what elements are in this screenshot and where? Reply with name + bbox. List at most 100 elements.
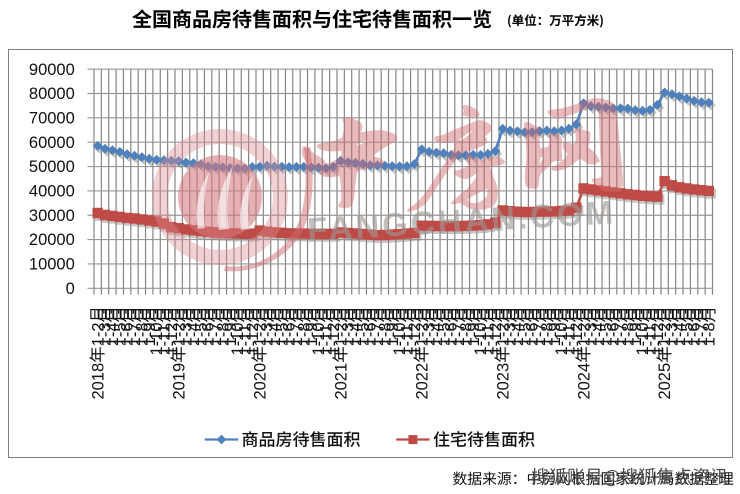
svg-text:40000: 40000 [29,183,75,201]
svg-text:90000: 90000 [29,61,75,79]
svg-text:1-7: 1-7 [693,322,711,346]
svg-text:1-2: 1-2 [251,322,269,346]
svg-text:1-8: 1-8 [457,322,475,346]
svg-text:1-12: 1-12 [163,322,181,355]
svg-text:1-4: 1-4 [590,322,608,346]
svg-text:1-7: 1-7 [531,322,549,346]
svg-text:1-12: 1-12 [487,322,505,355]
svg-text:1-12: 1-12 [325,322,343,355]
svg-text:1-9: 1-9 [303,322,321,346]
svg-text:1-5: 1-5 [597,322,615,346]
svg-text:1-3: 1-3 [340,322,358,346]
svg-text:60000: 60000 [29,134,75,152]
svg-text:2019: 2019 [170,363,188,400]
svg-text:1-4: 1-4 [185,322,203,346]
svg-text:1-2: 1-2 [170,322,188,346]
svg-text:1-9: 1-9 [465,322,483,346]
svg-text:1-7: 1-7 [288,322,306,346]
svg-text:20000: 20000 [29,231,75,249]
svg-text:1-4: 1-4 [428,322,446,346]
svg-text:2025: 2025 [656,363,674,400]
svg-text:1-11: 1-11 [642,324,660,356]
svg-text:1-8: 1-8 [214,322,232,346]
svg-text:1-7: 1-7 [369,322,387,346]
svg-text:2023: 2023 [494,363,512,400]
svg-text:1-11: 1-11 [318,324,336,356]
svg-text:1-10: 1-10 [310,322,328,355]
svg-text:1-3: 1-3 [259,322,277,346]
svg-text:1-3: 1-3 [97,322,115,346]
svg-text:1-5: 1-5 [192,322,210,346]
svg-text:1-8: 1-8 [700,322,718,346]
svg-text:10000: 10000 [29,256,75,274]
svg-text:1-5: 1-5 [111,322,129,346]
svg-text:2018: 2018 [89,363,107,400]
svg-text:1-8: 1-8 [619,322,637,346]
svg-text:1-9: 1-9 [222,322,240,346]
svg-text:2022: 2022 [413,363,431,400]
svg-text:80000: 80000 [29,85,75,103]
svg-text:1-11: 1-11 [480,324,498,356]
svg-text:50000: 50000 [29,158,75,176]
svg-text:1-3: 1-3 [502,322,520,346]
svg-text:30000: 30000 [29,207,75,225]
svg-text:1-3: 1-3 [421,322,439,346]
svg-text:1-12: 1-12 [568,322,586,355]
svg-text:1-5: 1-5 [678,322,696,346]
svg-text:1-2: 1-2 [575,322,593,346]
svg-text:1-4: 1-4 [671,322,689,346]
svg-text:1-11: 1-11 [399,324,417,356]
svg-text:1-8: 1-8 [376,322,394,346]
svg-text:1-10: 1-10 [229,322,247,355]
svg-text:1-10: 1-10 [148,322,166,355]
svg-text:1-12: 1-12 [649,322,667,355]
svg-text:1-3: 1-3 [664,322,682,346]
svg-text:2024: 2024 [575,363,593,400]
svg-text:1-6: 1-6 [362,322,380,346]
svg-text:1-4: 1-4 [347,322,365,346]
svg-text:2020: 2020 [251,363,269,400]
svg-text:1-4: 1-4 [266,322,284,346]
svg-text:1-2: 1-2 [89,322,107,346]
svg-text:1-6: 1-6 [281,322,299,346]
svg-text:1-2: 1-2 [656,322,674,346]
svg-text:1-5: 1-5 [435,322,453,346]
svg-text:1-2: 1-2 [332,322,350,346]
svg-text:1-11: 1-11 [561,324,579,356]
svg-text:1-9: 1-9 [384,322,402,346]
svg-text:1-5: 1-5 [516,322,534,346]
svg-text:1-3: 1-3 [583,322,601,346]
svg-text:1-12: 1-12 [244,322,262,355]
svg-text:1-11: 1-11 [156,324,174,356]
svg-text:1-6: 1-6 [443,322,461,346]
svg-text:1-7: 1-7 [612,322,630,346]
svg-text:70000: 70000 [29,110,75,128]
svg-text:1-6: 1-6 [686,322,704,346]
svg-text:1-6: 1-6 [524,322,542,346]
svg-text:1-10: 1-10 [634,322,652,355]
svg-text:1-8: 1-8 [133,322,151,346]
svg-text:1-3: 1-3 [178,322,196,346]
svg-text:1-6: 1-6 [605,322,623,346]
svg-text:1-10: 1-10 [472,322,490,355]
svg-text:1-4: 1-4 [509,322,527,346]
svg-text:1-2: 1-2 [494,322,512,346]
svg-text:1-11: 1-11 [237,324,255,356]
svg-text:1-8: 1-8 [295,322,313,346]
svg-text:1-9: 1-9 [141,322,159,346]
svg-text:1-9: 1-9 [546,322,564,346]
svg-text:1-7: 1-7 [126,322,144,346]
svg-text:1-6: 1-6 [119,322,137,346]
svg-text:2021: 2021 [332,363,350,400]
svg-text:1-10: 1-10 [553,322,571,355]
svg-text:1-9: 1-9 [627,322,645,346]
svg-text:1-2: 1-2 [413,322,431,346]
svg-text:1-7: 1-7 [207,322,225,346]
svg-text:1-6: 1-6 [200,322,218,346]
svg-text:1-7: 1-7 [450,322,468,346]
svg-text:1-10: 1-10 [391,322,409,355]
svg-text:0: 0 [66,280,75,298]
svg-text:1-4: 1-4 [104,322,122,346]
svg-text:1-5: 1-5 [354,322,372,346]
svg-text:1-12: 1-12 [406,322,424,355]
